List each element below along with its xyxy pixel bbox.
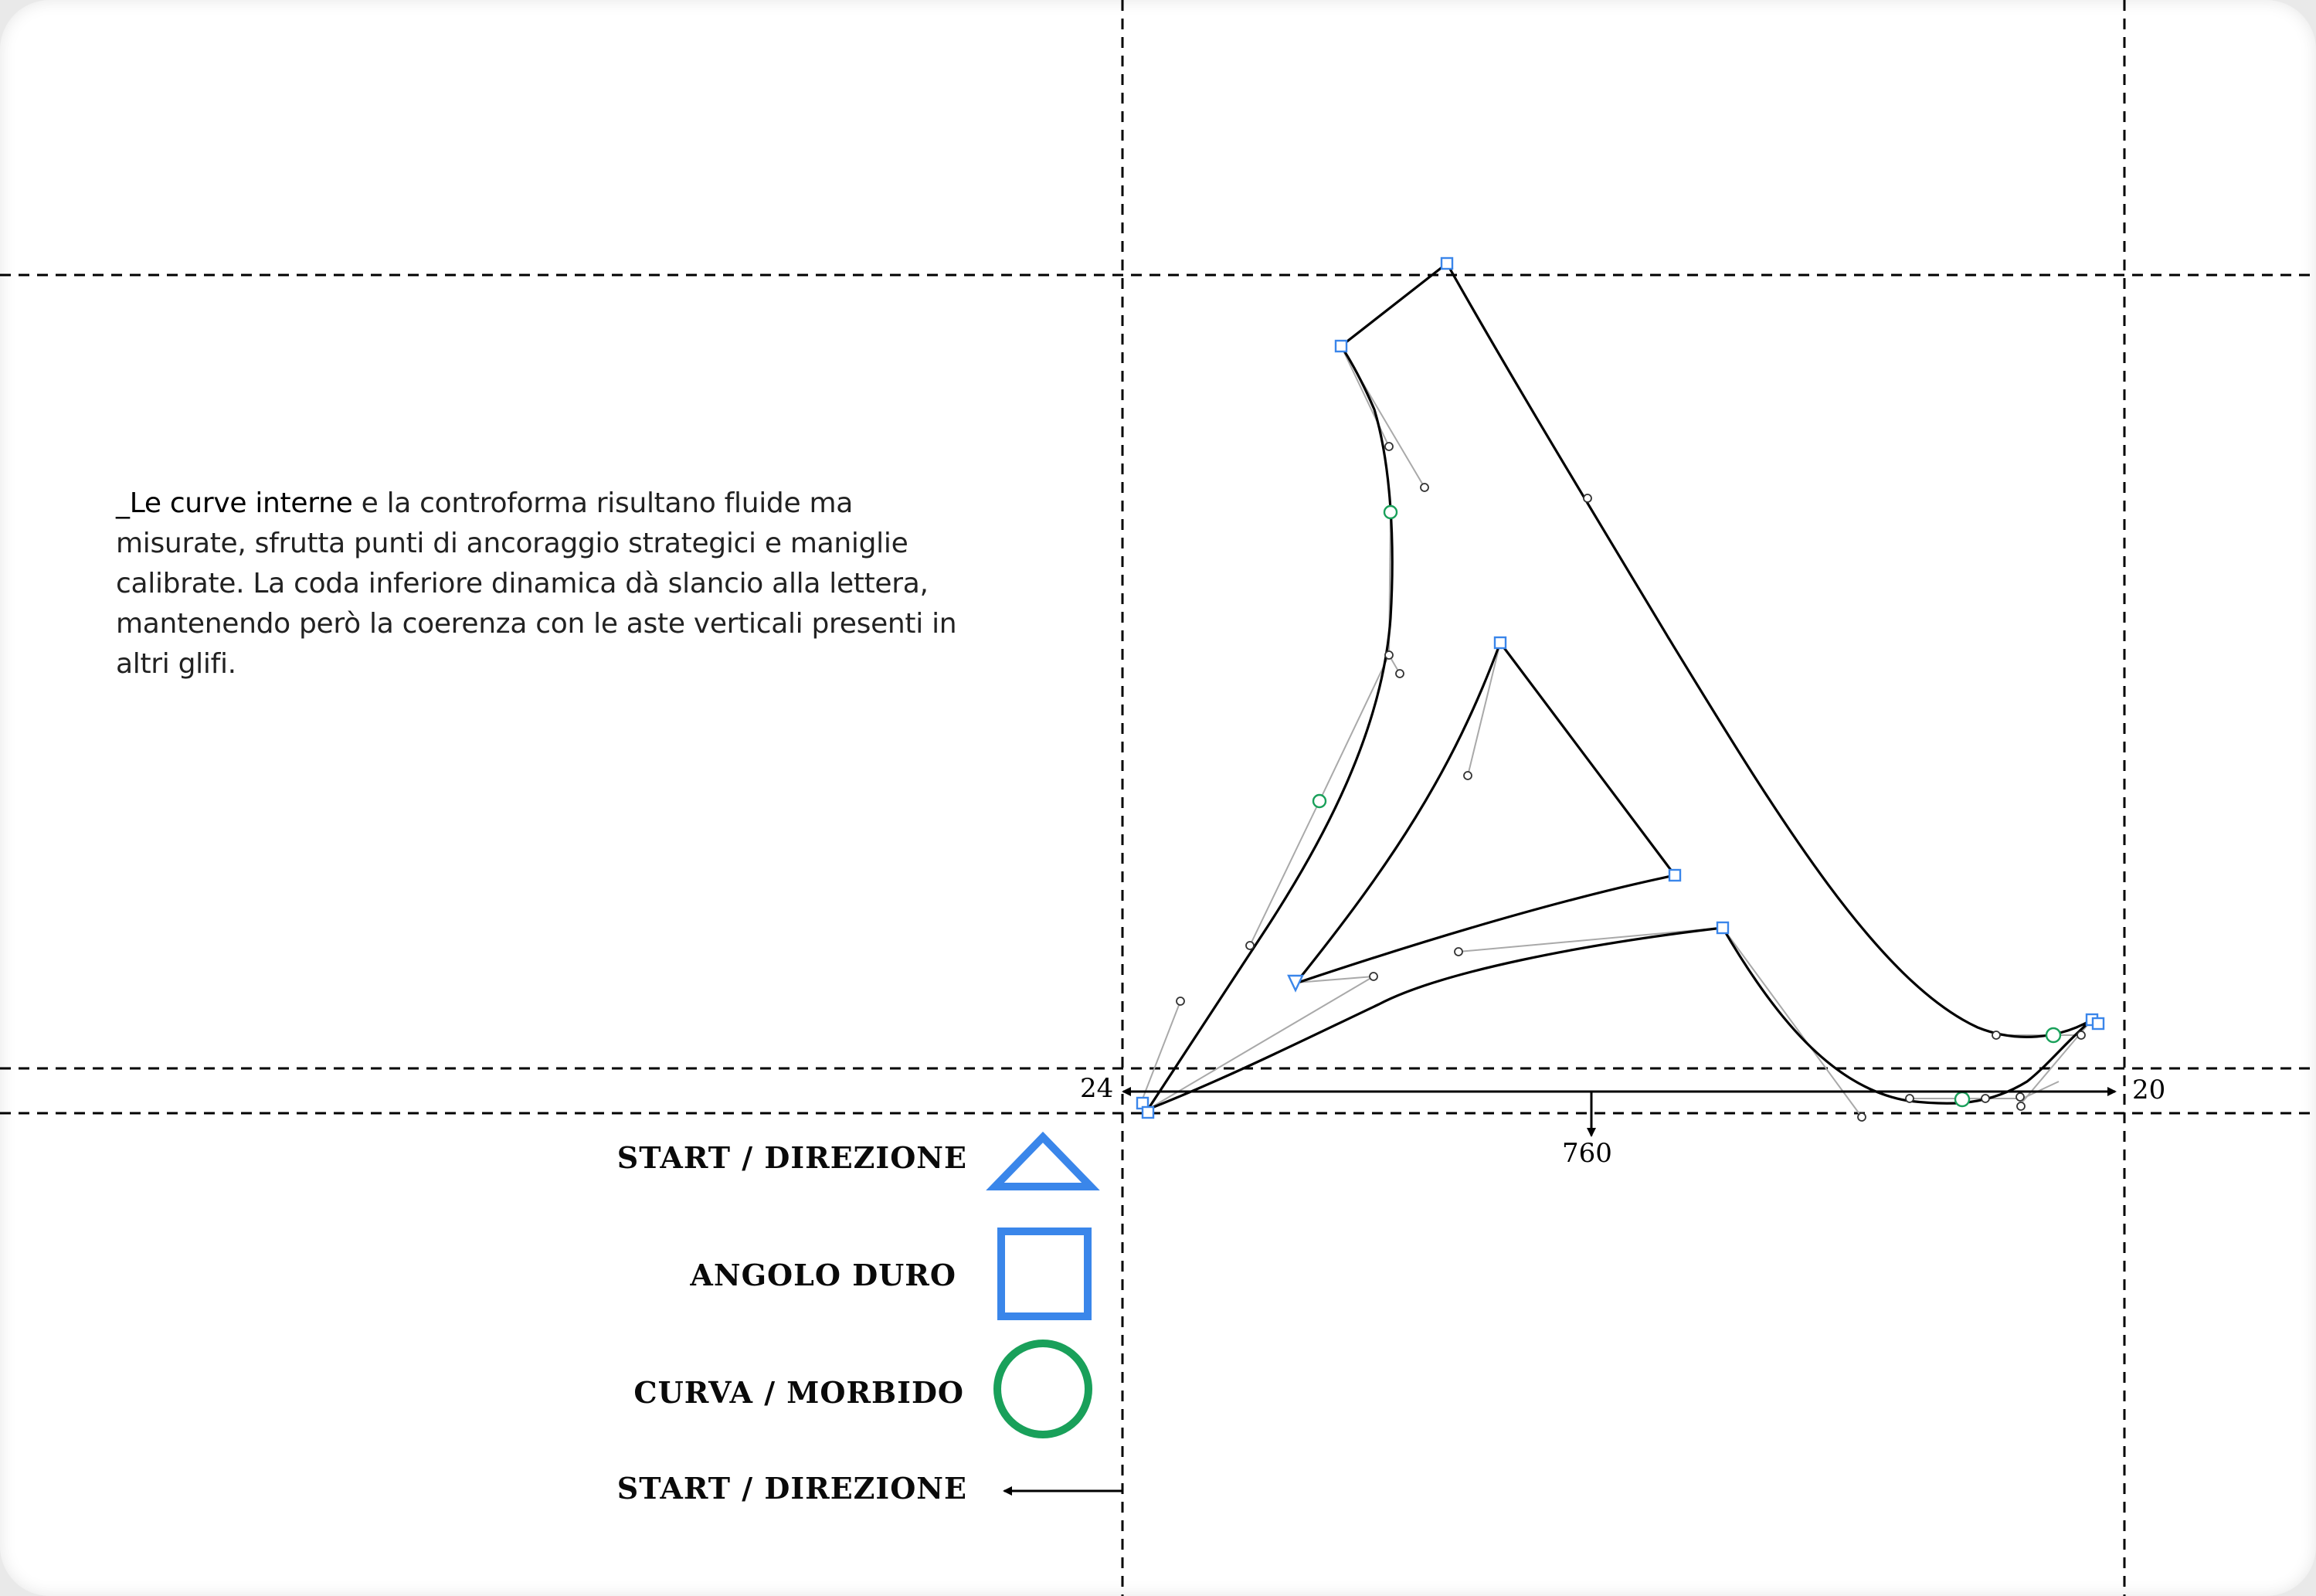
- handle-point: [1992, 1031, 2001, 1040]
- right-bearing-value: 20: [2132, 1075, 2165, 1105]
- legend-start-direction-label: START / DIREZIONE: [617, 1140, 967, 1175]
- smooth-point: [2045, 1027, 2062, 1044]
- start-points: [1287, 974, 1304, 993]
- handle-point: [1369, 972, 1378, 981]
- handle-point: [2077, 1031, 2086, 1040]
- advance-width-value: 760: [1562, 1138, 1612, 1169]
- legend-smooth-curve-label: CURVA / MORBIDO: [633, 1375, 964, 1410]
- handle-point: [2015, 1092, 2025, 1102]
- handle-point: [1454, 947, 1463, 956]
- handle-point: [1905, 1094, 1914, 1103]
- handle-point: [1176, 997, 1185, 1006]
- handle-line: [1722, 927, 1863, 1118]
- description-text: _Le curve interne e la controforma risul…: [116, 484, 981, 684]
- handle-point: [1384, 442, 1394, 451]
- corner-point: [1141, 1105, 1155, 1119]
- hard-corner-square-icon: [997, 1228, 1092, 1320]
- handle-line: [1249, 800, 1320, 946]
- smooth-point: [1954, 1091, 1971, 1108]
- legend-start-direction-arrow-label: START / DIREZIONE: [617, 1471, 967, 1506]
- handle-line: [1319, 654, 1390, 802]
- handle-point: [1981, 1094, 1990, 1103]
- corner-points: [1136, 256, 2105, 1119]
- handle-line: [1467, 642, 1501, 776]
- corner-point: [1668, 868, 1682, 882]
- smooth-point: [1312, 793, 1327, 809]
- corner-point: [1716, 921, 1730, 935]
- start-direction-triangle-icon: [986, 1131, 1100, 1190]
- description-lead: _Le curve interne: [116, 487, 353, 519]
- corner-point: [1334, 339, 1348, 353]
- handle-point: [1463, 771, 1472, 780]
- handle-point: [1245, 941, 1255, 950]
- glyph-outer-contour: [1146, 262, 2094, 1111]
- corner-point: [1493, 636, 1507, 650]
- handle-point: [1857, 1112, 1866, 1122]
- handle-point: [1395, 669, 1404, 678]
- legend: START / DIREZIONE ANGOLO DURO CURVA / MO…: [617, 1131, 1122, 1506]
- handle-line: [2022, 1081, 2060, 1099]
- handle-points: [1176, 442, 2086, 1122]
- start-point: [1287, 974, 1304, 993]
- legend-hard-corner-label: ANGOLO DURO: [689, 1258, 956, 1292]
- dimension-annotations: 24 20 760: [1080, 1073, 2165, 1169]
- handle-point: [1420, 483, 1429, 492]
- smooth-point: [1383, 504, 1398, 520]
- handle-line: [1296, 976, 1374, 983]
- glyph-counter-contour: [1294, 641, 1676, 985]
- handle-point: [1583, 494, 1592, 503]
- handle-point: [2016, 1102, 2026, 1111]
- handle-line: [1340, 345, 1390, 447]
- handle-point: [1384, 650, 1394, 660]
- corner-point: [1440, 256, 1454, 270]
- handle-line: [1147, 976, 1374, 1110]
- description-body: e la controforma risultano fluide ma mis…: [116, 487, 957, 680]
- left-bearing-value: 24: [1080, 1073, 1113, 1104]
- handle-line: [1141, 1000, 1181, 1102]
- handle-line: [1458, 927, 1723, 953]
- bezier-handles: [1141, 345, 2093, 1118]
- smooth-curve-circle-icon: [993, 1340, 1092, 1438]
- smooth-points: [1312, 504, 2062, 1108]
- glyph-outline: [1146, 262, 2094, 1111]
- corner-point: [2091, 1017, 2105, 1031]
